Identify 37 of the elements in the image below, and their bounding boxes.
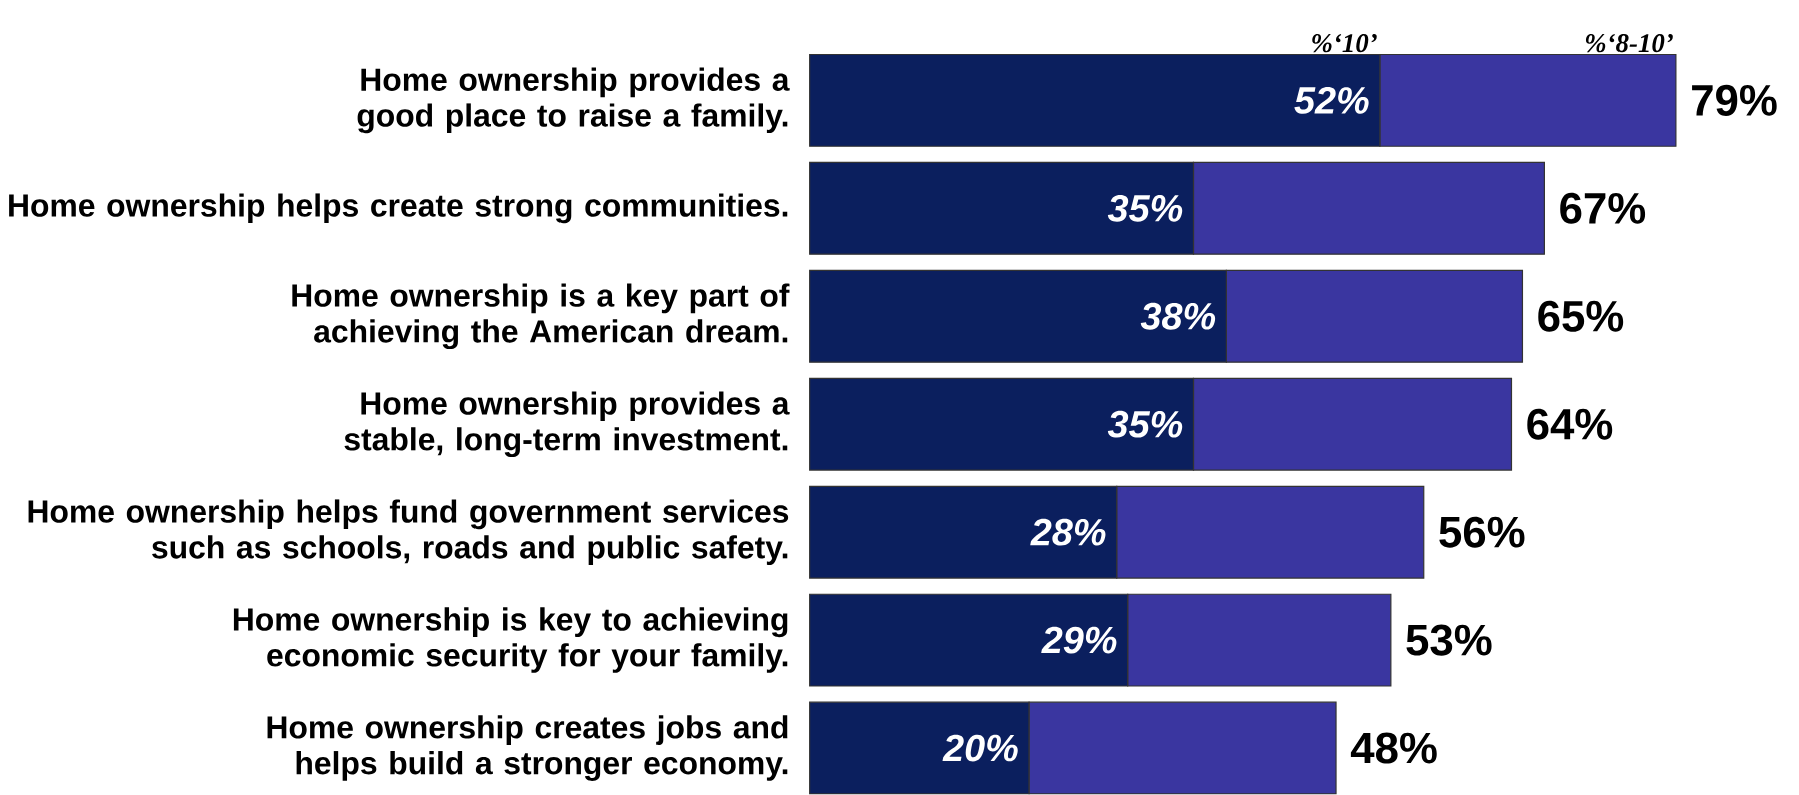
series-label: %‘8-10’: [1585, 34, 1673, 53]
data-label: 52%: [1294, 87, 1369, 115]
bar: [1192, 377, 1513, 471]
total-label: 48%: [1350, 732, 1437, 764]
bar: [1028, 701, 1337, 795]
series-label: %‘10’: [1312, 34, 1377, 53]
data-label: 28%: [1030, 518, 1106, 546]
total-label: 64%: [1527, 408, 1613, 440]
total-label: 79%: [1692, 85, 1777, 117]
data-label: 35%: [1107, 195, 1183, 222]
data-label: 29%: [1041, 626, 1117, 654]
y-tick-label: Home ownership provides a stable, long-term investment.: [344, 391, 790, 458]
bar: [1127, 593, 1392, 687]
bar: [1192, 162, 1545, 256]
bar: [809, 701, 1030, 795]
bar: [809, 593, 1129, 687]
total-label: 65%: [1538, 300, 1624, 332]
y-tick-label: Home ownership creates jobs and helps build a stronger economy.: [267, 715, 788, 782]
data-label: 35%: [1107, 411, 1183, 438]
total-label: 56%: [1439, 516, 1525, 548]
y-tick-label: Home ownership is a key part of achieving the American dream.: [292, 283, 790, 350]
bar: [809, 54, 1381, 148]
y-tick-label: Home ownership helps fund government services such as schools, roads and public safety.: [28, 499, 789, 566]
y-tick-label: Home ownership helps create strong communities.: [9, 193, 788, 224]
total-label: 53%: [1406, 624, 1492, 656]
bar: [1116, 485, 1425, 579]
bar: [809, 270, 1227, 363]
y-tick-label: Home ownership provides a good place to raise a family.: [357, 67, 790, 134]
total-label: 67%: [1560, 193, 1646, 225]
bar: [809, 485, 1118, 579]
data-label: 20%: [942, 734, 1018, 762]
data-label: 38%: [1140, 303, 1216, 330]
bar: [809, 162, 1195, 256]
bar: [1379, 54, 1677, 148]
y-tick-label: Home ownership is key to achieving economic security for your family.: [233, 607, 788, 674]
bar: [1225, 270, 1524, 363]
bar: [809, 377, 1195, 471]
